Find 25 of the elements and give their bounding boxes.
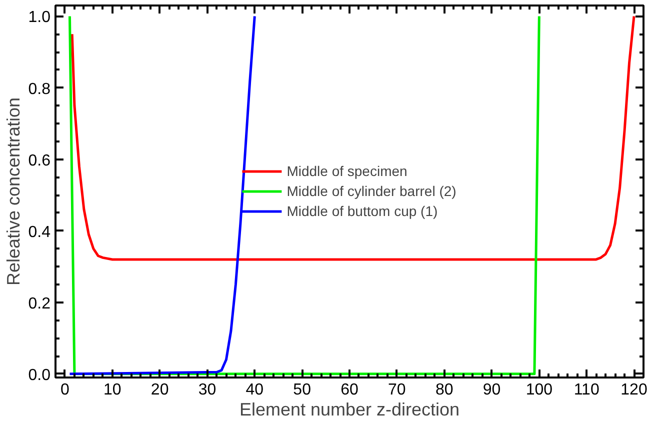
legend-label: Middle of buttom cup (1): [286, 203, 438, 219]
legend-label: Middle of specimen: [286, 163, 408, 179]
legend-label: Middle of cylinder barrel (2): [286, 183, 456, 199]
x-tick-label: 90: [482, 382, 501, 398]
y-tick-label: 0.0: [28, 366, 51, 384]
y-tick-label: 0.6: [28, 152, 51, 170]
x-tick-label: 60: [340, 382, 358, 398]
x-tick-label: 80: [435, 382, 454, 398]
line-series: [70, 14, 636, 261]
y-tick-label: 0.4: [28, 224, 51, 241]
x-tick-label: 40: [246, 382, 264, 398]
y-tick-label: 0.2: [28, 295, 51, 312]
x-tick-label: 0: [60, 382, 70, 398]
y-tick-label: 0.8: [28, 80, 51, 98]
x-tick-label: 30: [198, 382, 216, 398]
x-tick-label: 70: [388, 382, 406, 398]
x-tick-label: 110: [574, 382, 600, 398]
x-tick-label: 100: [526, 382, 553, 398]
x-tick-label: 120: [620, 382, 648, 398]
x-tick-label: 20: [150, 382, 169, 398]
y-tick-label: 1.0: [28, 9, 51, 26]
x-axis-title: Element number z-direction: [239, 400, 460, 420]
y-axis-title: Releative concentration: [3, 97, 24, 286]
x-tick-label: 50: [293, 382, 312, 398]
x-tick-label: 10: [104, 382, 122, 398]
